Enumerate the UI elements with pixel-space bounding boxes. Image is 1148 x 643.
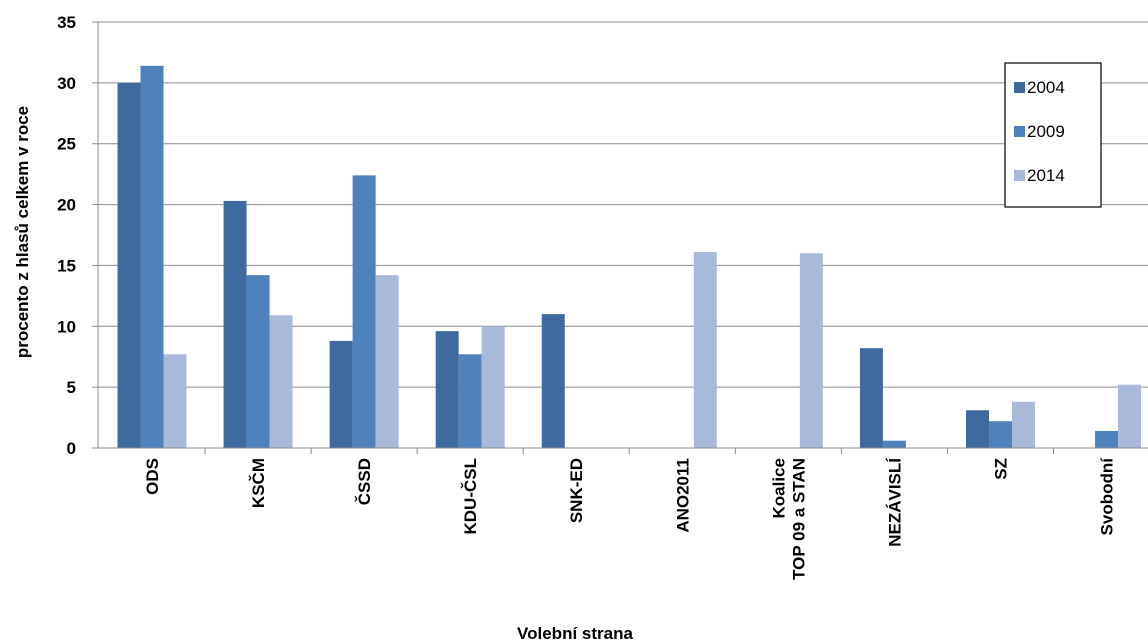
y-tick-labels: 0 5 10 15 20 25 30 35 [57,13,76,458]
x-category-label-line: ODS [143,458,162,495]
bar-2004-3 [435,331,459,448]
bar-2004-0 [117,82,141,448]
y-tick-label: 30 [57,74,76,93]
legend-swatch-2004 [1014,82,1025,93]
bar-2004-2 [329,340,353,448]
bar-2014-3 [481,326,505,448]
x-category-label: ČSSD [355,458,374,505]
x-axis-title: Volební strana [517,624,633,643]
x-category-label-line: KDU-ČSL [461,458,480,535]
legend: 2004 2009 2014 [1004,62,1102,208]
x-category-label: Svobodní [1098,457,1117,536]
legend-label: 2014 [1027,166,1065,185]
bar-2014-0 [163,354,187,448]
y-tick-label: 15 [57,256,76,275]
bar-2014-1 [269,315,293,448]
x-category-label-line: NEZÁVISLÍ [885,457,904,547]
bar-2004-4 [541,314,565,448]
x-category-label-line: TOP 09 a STAN [789,458,808,580]
x-category-label: NEZÁVISLÍ [885,457,904,547]
y-axis-title: procento z hlasů celkem v roce [13,106,32,358]
y-tick-label: 0 [67,439,76,458]
x-category-label: SZ [991,458,1010,480]
x-category-label: SNK-ED [567,458,586,523]
legend-label: 2004 [1027,78,1065,97]
y-tick-label: 10 [57,317,76,336]
legend-swatch-2009 [1014,126,1025,137]
x-category-label-line: ČSSD [355,458,374,505]
bar-2009-8 [988,421,1012,448]
x-category-labels: ODS KSČM ČSSD KDU-ČSL SNK-ED ANO2011 KoaliceTO… [143,457,1117,580]
bar-2009-3 [458,354,482,448]
x-category-label: KoaliceTOP 09 a STAN [769,458,808,580]
bar-2014-2 [375,275,399,448]
axes [92,21,1148,454]
bar-2009-0 [140,65,164,449]
x-category-label: KDU-ČSL [461,458,480,535]
bar-2009-1 [246,275,270,448]
bar-2009-9 [1095,430,1119,448]
bar-2004-8 [965,410,989,448]
x-category-label-line: ANO2011 [673,458,692,533]
x-category-label: KSČM [249,458,268,508]
legend-label: 2009 [1027,122,1065,141]
bar-2014-6 [799,253,823,448]
x-category-label-line: SNK-ED [567,458,586,523]
bar-2009-2 [352,175,376,449]
bar-2014-5 [693,252,717,448]
bars [117,65,1142,449]
y-tick-label: 20 [57,196,76,215]
bar-2004-7 [859,348,883,448]
x-category-label-line: SZ [991,458,1010,480]
bar-2014-9 [1118,384,1142,448]
y-tick-label: 25 [57,135,76,154]
y-tick-label: 35 [57,13,76,32]
x-category-label: ODS [143,458,162,495]
x-category-label-line: KSČM [249,458,268,508]
bar-2009-7 [882,440,906,448]
y-tick-label: 5 [67,378,76,397]
bar-2004-1 [223,200,247,448]
bar-2014-8 [1011,401,1035,448]
x-category-label-line: Svobodní [1098,457,1117,536]
legend-swatch-2014 [1014,170,1025,181]
x-category-label: ANO2011 [673,458,692,533]
x-category-label-line: Koalice [769,458,788,518]
